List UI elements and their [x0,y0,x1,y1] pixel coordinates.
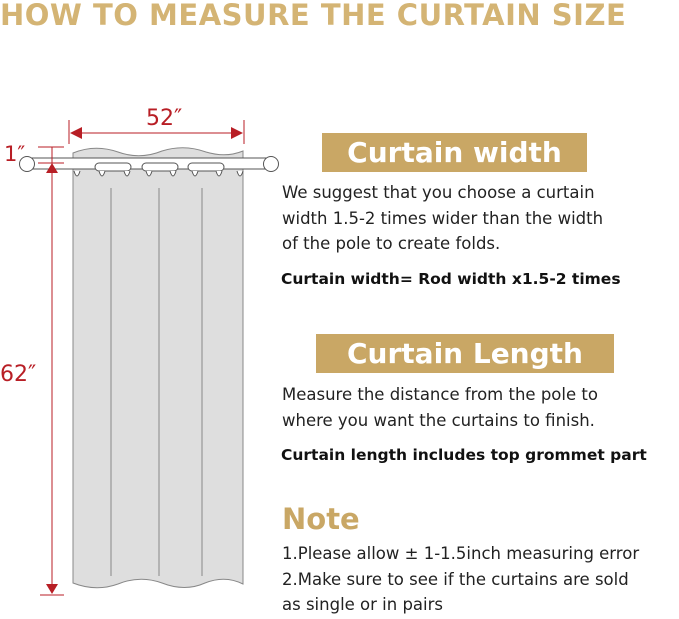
grommet-measurement-label: 1″ [4,142,26,166]
note-item: 1.Please allow ± 1-1.5inch measuring err… [282,544,640,563]
note-item: as single or in pairs [282,595,444,614]
curtain-length-formula: Curtain length includes top grommet part [281,446,647,464]
description-line: Measure the distance from the pole to [282,385,598,404]
width-dimension-arrow [68,120,245,144]
curtain-length-heading: Curtain Length [316,334,614,373]
height-measurement-label: 62″ [0,362,37,387]
note-heading: Note [282,502,360,536]
description-line: where you want the curtains to finish. [282,410,595,430]
height-dimension-arrow [38,146,64,596]
width-measurement-label: 52″ [146,106,183,131]
note-item: 2.Make sure to see if the curtains are s… [282,569,629,589]
note-list: 1.Please allow ± 1-1.5inch measuring err… [282,541,639,618]
curtain-length-description: Measure the distance from the pole to wh… [282,382,598,433]
grommets [73,162,244,177]
curtain-width-formula: Curtain width= Rod width x1.5-2 times [281,270,621,288]
description-line: We suggest that you choose a curtain [282,183,595,202]
curtain-width-description: We suggest that you choose a curtain wid… [282,180,603,257]
description-line: of the pole to create folds. [282,234,501,253]
page-title: HOW TO MEASURE THE CURTAIN SIZE [0,0,627,32]
description-line: width 1.5-2 times wider than the width [282,208,604,228]
curtain-panel [72,147,244,589]
curtain-width-heading: Curtain width [322,133,587,172]
